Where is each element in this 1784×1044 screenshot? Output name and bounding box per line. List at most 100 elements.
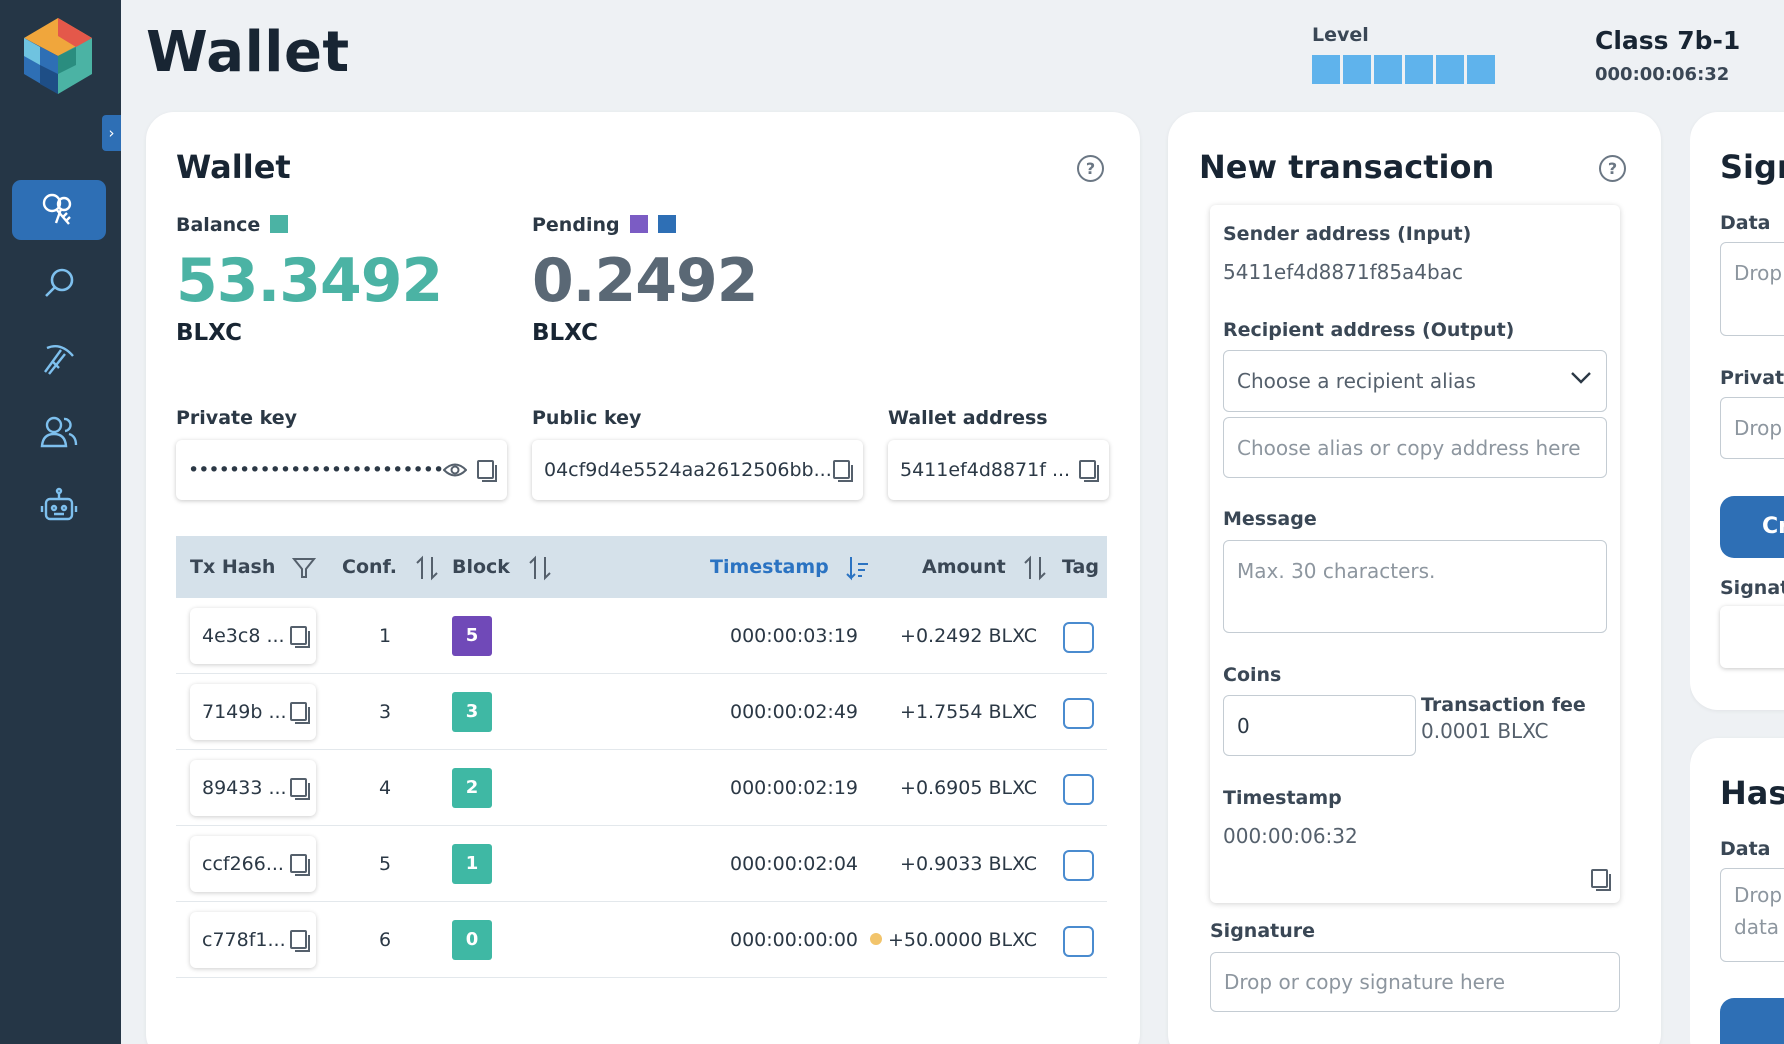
- sign-private-key-input[interactable]: Drop: [1720, 397, 1784, 459]
- conf-cell: 4: [379, 777, 392, 799]
- message-input[interactable]: Max. 30 characters.: [1223, 540, 1607, 633]
- tx-hash: c778f1...: [202, 929, 286, 951]
- sign-private-key-label: Private: [1720, 367, 1784, 389]
- transaction-fee-label: Transaction fee: [1421, 694, 1586, 716]
- public-key-field[interactable]: 04cf9d4e5524aa2612506bb...: [532, 440, 863, 500]
- page-title: Wallet: [146, 20, 350, 85]
- pending-label: Pending: [532, 214, 676, 236]
- column-header-conf[interactable]: Conf.: [342, 536, 440, 598]
- table-row[interactable]: 7149b ... 3 3 000:00:02:49 +1.7554 BLXC: [176, 674, 1107, 750]
- timestamp-label: Timestamp: [1223, 787, 1342, 809]
- conf-cell: 1: [379, 625, 392, 647]
- sign-card-title: Sign: [1720, 148, 1784, 186]
- mining-pickaxe-icon: [44, 345, 74, 375]
- help-icon[interactable]: ?: [1077, 155, 1104, 182]
- tx-hash-chip[interactable]: 7149b ...: [190, 684, 316, 740]
- sort-descending-icon[interactable]: [845, 555, 871, 581]
- column-header-amount[interactable]: Amount: [922, 536, 1048, 598]
- help-icon[interactable]: ?: [1599, 155, 1626, 182]
- sign-data-input[interactable]: Drop: [1720, 242, 1784, 336]
- nav-item-wallet[interactable]: [12, 180, 106, 240]
- copy-icon[interactable]: [290, 778, 310, 800]
- sign-data-label: Data: [1720, 212, 1771, 234]
- wallet-keys-icon: [42, 193, 72, 225]
- tag-checkbox[interactable]: [1063, 774, 1094, 805]
- level-segment: [1405, 55, 1433, 84]
- sidebar-toggle-button[interactable]: ›: [102, 115, 121, 151]
- copy-icon[interactable]: [290, 626, 310, 648]
- table-header: Tx Hash Conf. Block Timestamp Amount Tag: [176, 536, 1107, 598]
- table-row[interactable]: c778f1... 6 0 000:00:00:00 +50.0000 BLXC: [176, 902, 1107, 978]
- table-row[interactable]: 4e3c8 ... 1 5 000:00:03:19 +0.2492 BLXC: [176, 598, 1107, 674]
- conf-cell: 3: [379, 701, 392, 723]
- signature-input[interactable]: Drop or copy signature here: [1210, 952, 1620, 1012]
- copy-icon[interactable]: [477, 460, 497, 482]
- copy-icon[interactable]: [290, 854, 310, 876]
- class-title: Class 7b-1: [1595, 26, 1741, 55]
- sort-icon[interactable]: [527, 555, 553, 581]
- column-header-timestamp[interactable]: Timestamp: [710, 536, 871, 598]
- new-transaction-title: New transaction: [1199, 148, 1495, 186]
- tx-hash: 4e3c8 ...: [202, 625, 285, 647]
- nav-item-mining[interactable]: [12, 328, 106, 388]
- hash-button[interactable]: [1720, 998, 1784, 1044]
- tag-checkbox[interactable]: [1063, 926, 1094, 957]
- block-badge: 1: [452, 844, 492, 884]
- table-row[interactable]: 89433 ... 4 2 000:00:02:19 +0.6905 BLXC: [176, 750, 1107, 826]
- nav-item-users[interactable]: [12, 402, 106, 462]
- tx-hash-chip[interactable]: 89433 ...: [190, 760, 316, 816]
- sort-icon[interactable]: [1022, 555, 1048, 581]
- copy-icon[interactable]: [1079, 460, 1099, 482]
- private-key-field[interactable]: •••••••••••••••••••••••••••••• ...: [176, 440, 507, 500]
- level-segment: [1343, 55, 1371, 84]
- copy-icon[interactable]: [290, 702, 310, 724]
- amount-cell: +0.9033 BLXC: [900, 853, 1037, 875]
- tx-hash-chip[interactable]: ccf266...: [190, 836, 316, 892]
- column-header-tx-hash[interactable]: Tx Hash: [190, 536, 317, 598]
- public-key-value: 04cf9d4e5524aa2612506bb...: [544, 459, 832, 481]
- signature-label: Signature: [1210, 920, 1316, 942]
- table-row[interactable]: ccf266... 5 1 000:00:02:04 +0.9033 BLXC: [176, 826, 1107, 902]
- conf-cell: 5: [379, 853, 392, 875]
- nav-item-search[interactable]: [12, 254, 106, 314]
- recipient-alias-select[interactable]: Choose a recipient alias: [1223, 350, 1607, 412]
- sidebar: ›: [0, 0, 121, 1044]
- column-header-block[interactable]: Block: [452, 536, 553, 598]
- tag-checkbox[interactable]: [1063, 850, 1094, 881]
- recipient-address-input[interactable]: Choose alias or copy address here: [1223, 417, 1607, 478]
- eye-icon[interactable]: [443, 461, 467, 479]
- copy-icon[interactable]: [1591, 869, 1611, 891]
- balance-value: 53.3492: [176, 246, 443, 316]
- tx-hash: 89433 ...: [202, 777, 287, 799]
- nav-item-bot[interactable]: [12, 476, 106, 536]
- copy-icon[interactable]: [290, 930, 310, 952]
- sign-signature-output[interactable]: [1720, 606, 1784, 668]
- search-icon: [45, 268, 74, 297]
- tx-hash-chip[interactable]: c778f1...: [190, 912, 316, 968]
- chevron-down-icon: [1571, 372, 1591, 384]
- tag-checkbox[interactable]: [1063, 698, 1094, 729]
- level-segment: [1467, 55, 1495, 84]
- timestamp-cell: 000:00:02:04: [730, 853, 858, 875]
- tag-checkbox[interactable]: [1063, 622, 1094, 653]
- private-key-value: •••••••••••••••••••••••••••••• ...: [188, 459, 443, 481]
- level-segment: [1374, 55, 1402, 84]
- tx-hash-chip[interactable]: 4e3c8 ...: [190, 608, 316, 664]
- sort-icon[interactable]: [414, 555, 440, 581]
- amount-cell: +0.6905 BLXC: [900, 777, 1037, 799]
- pending-color-square: [657, 215, 676, 233]
- block-badge: 0: [452, 920, 492, 960]
- sender-address-value: 5411ef4d8871f85a4bac: [1223, 260, 1463, 284]
- coins-input[interactable]: 0: [1223, 695, 1416, 756]
- coins-label: Coins: [1223, 664, 1282, 686]
- hash-data-input[interactable]: Drop data: [1720, 868, 1784, 962]
- create-signature-button[interactable]: Cr: [1720, 496, 1784, 558]
- copy-icon[interactable]: [833, 460, 853, 482]
- wallet-address-field[interactable]: 5411ef4d8871f ...: [888, 440, 1109, 500]
- users-icon: [40, 416, 78, 448]
- amount-cell: +1.7554 BLXC: [900, 701, 1037, 723]
- filter-icon[interactable]: [291, 556, 317, 580]
- hash-card-title: Hash: [1720, 774, 1784, 812]
- transaction-fee-value: 0.0001 BLXC: [1421, 719, 1549, 743]
- balance-unit: BLXC: [176, 320, 242, 346]
